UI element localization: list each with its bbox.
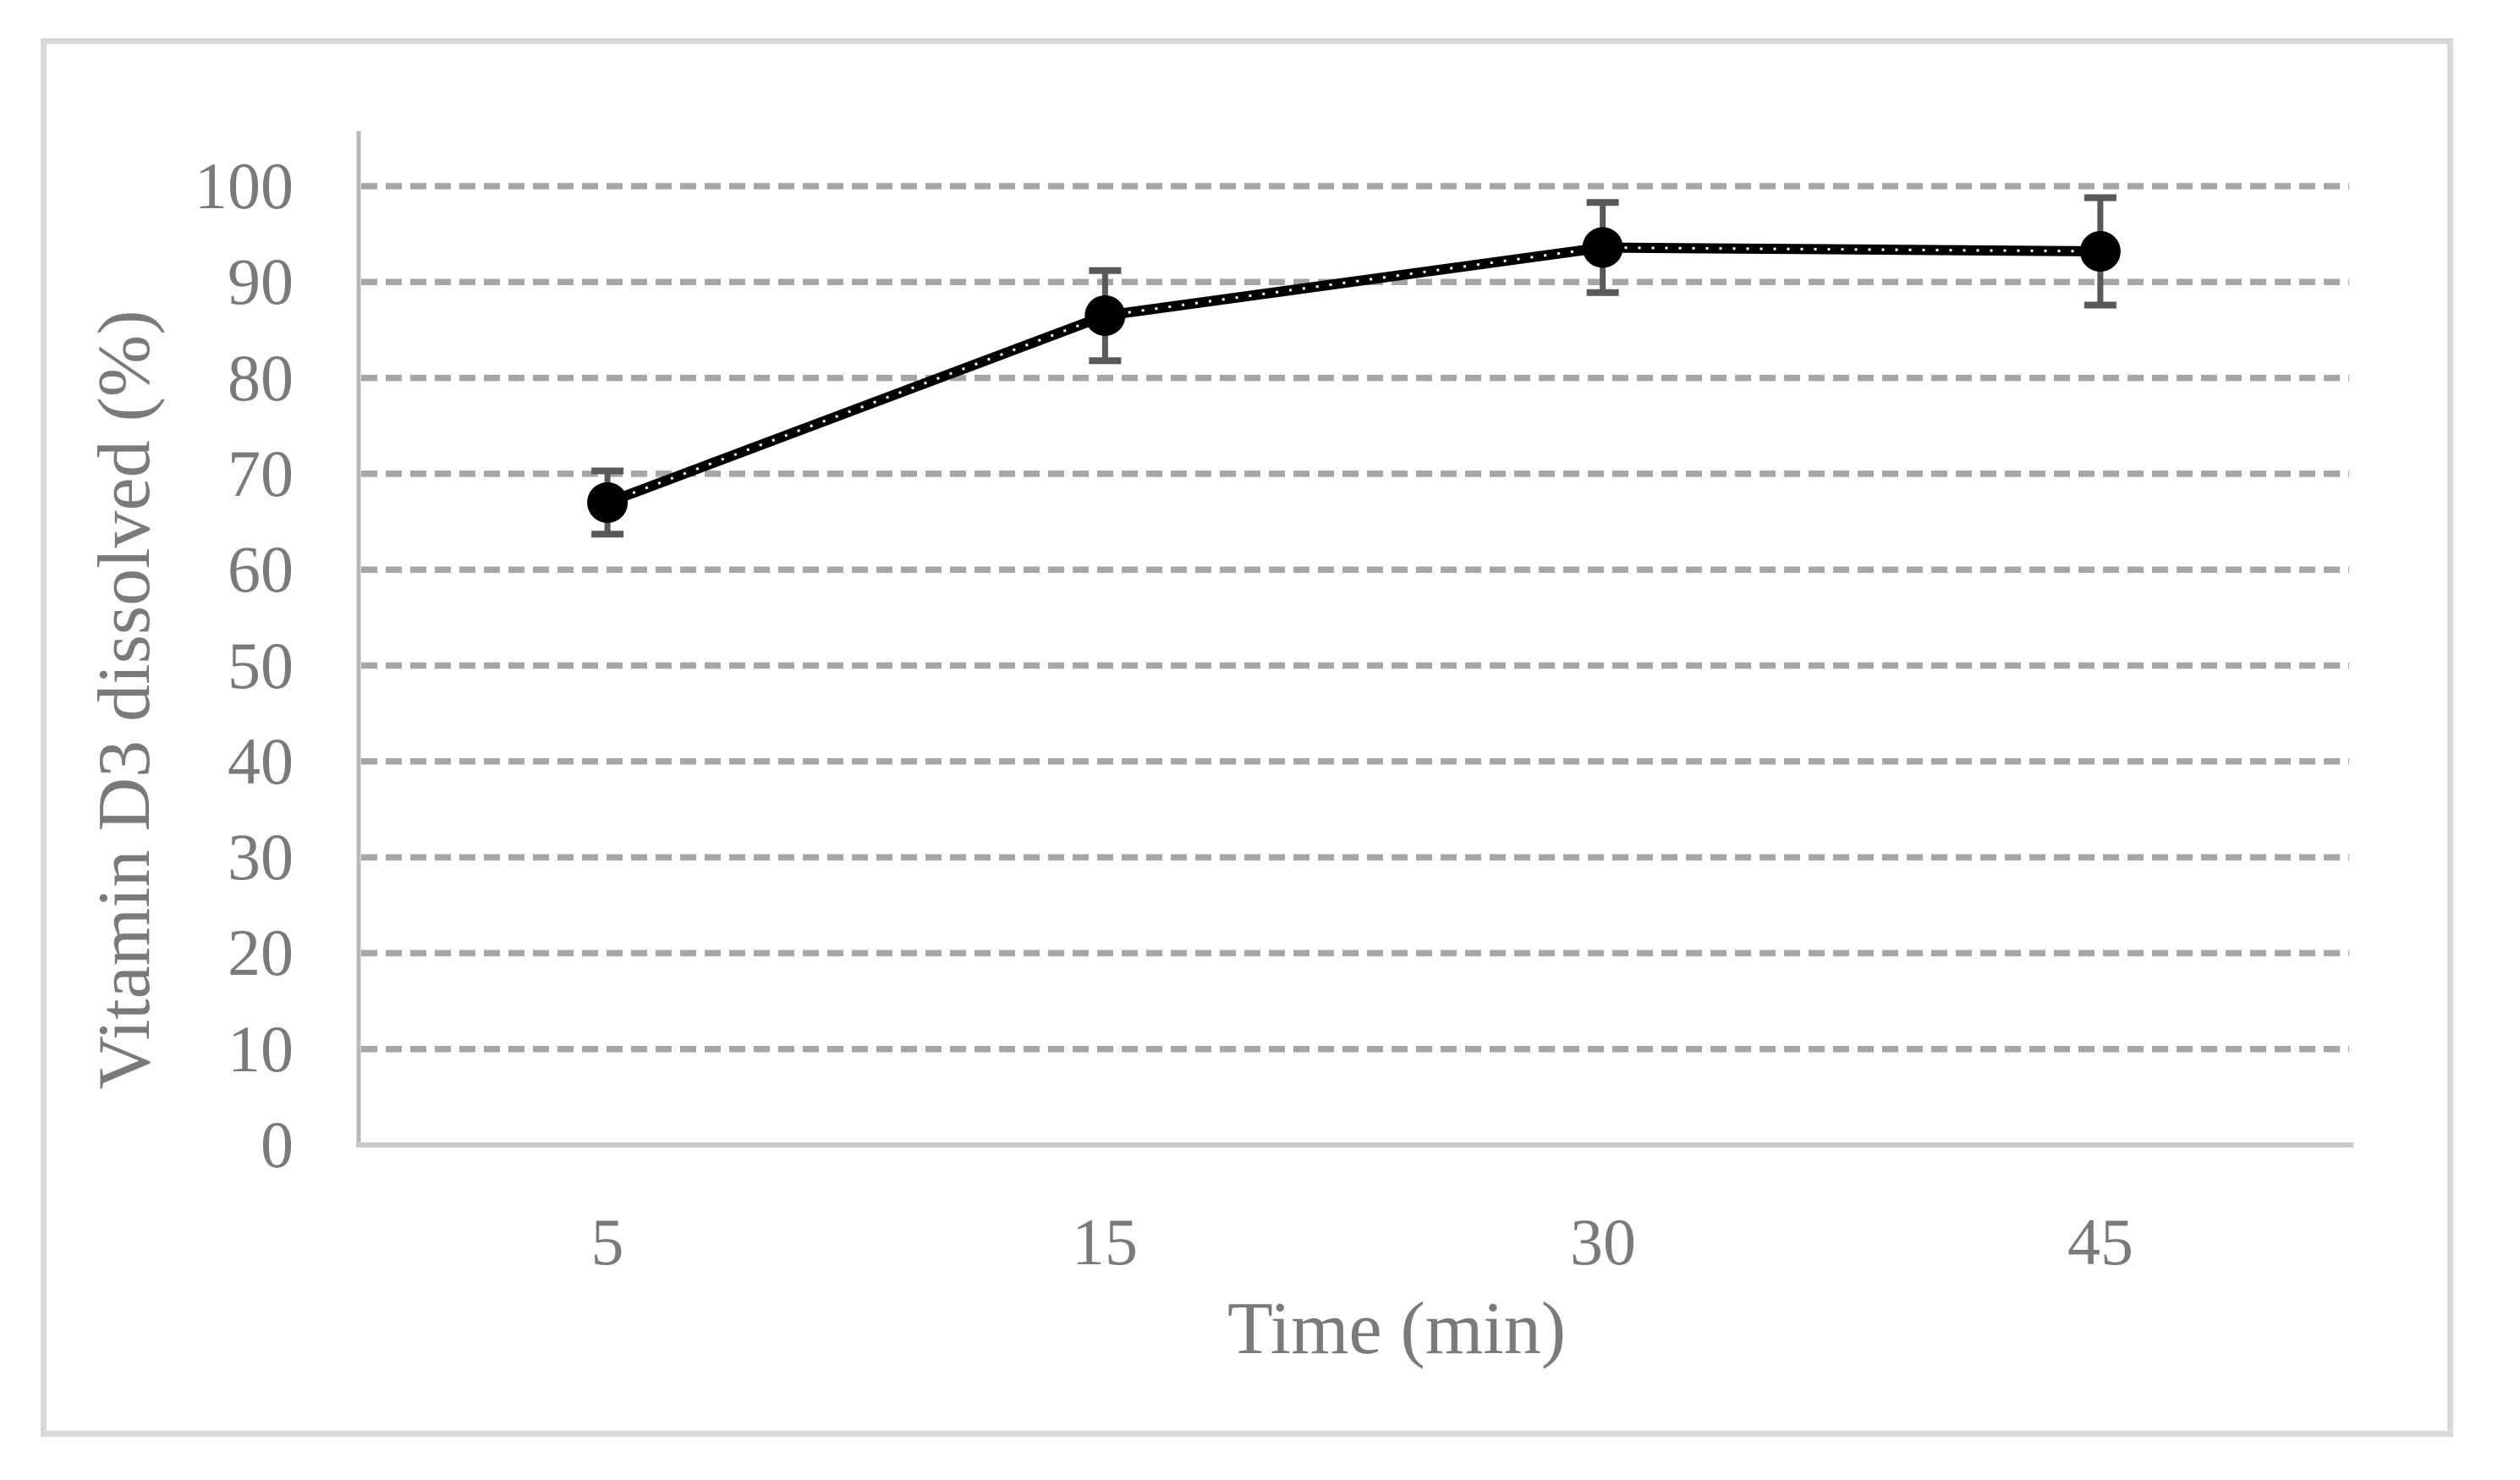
y-tick-label: 30 xyxy=(228,820,294,894)
x-axis-title: Time (min) xyxy=(1227,1288,1567,1370)
y-axis-title: Vitamin D3 dissolved (%) xyxy=(84,310,166,1090)
y-tick-label: 10 xyxy=(228,1012,294,1086)
data-point-marker xyxy=(2079,231,2121,272)
y-tick-label: 70 xyxy=(228,437,294,510)
x-tick-label: 30 xyxy=(1570,1205,1636,1279)
x-tick-label: 15 xyxy=(1072,1205,1138,1279)
x-tick-label: 5 xyxy=(590,1205,624,1279)
y-tick-label: 40 xyxy=(228,724,294,798)
y-tick-label: 100 xyxy=(195,149,294,223)
data-point-marker xyxy=(587,481,629,523)
y-tick-label: 90 xyxy=(228,245,294,318)
y-tick-label: 60 xyxy=(228,532,294,606)
figure-border xyxy=(41,38,2453,1437)
y-tick-label: 80 xyxy=(228,341,294,415)
y-tick-label: 0 xyxy=(261,1108,294,1181)
y-tick-label: 50 xyxy=(228,629,294,702)
data-point-marker xyxy=(1084,294,1126,336)
data-point-marker xyxy=(1582,227,1623,268)
series-line xyxy=(602,242,2105,508)
y-tick-label: 20 xyxy=(228,916,294,989)
x-tick-label: 45 xyxy=(2067,1205,2133,1279)
